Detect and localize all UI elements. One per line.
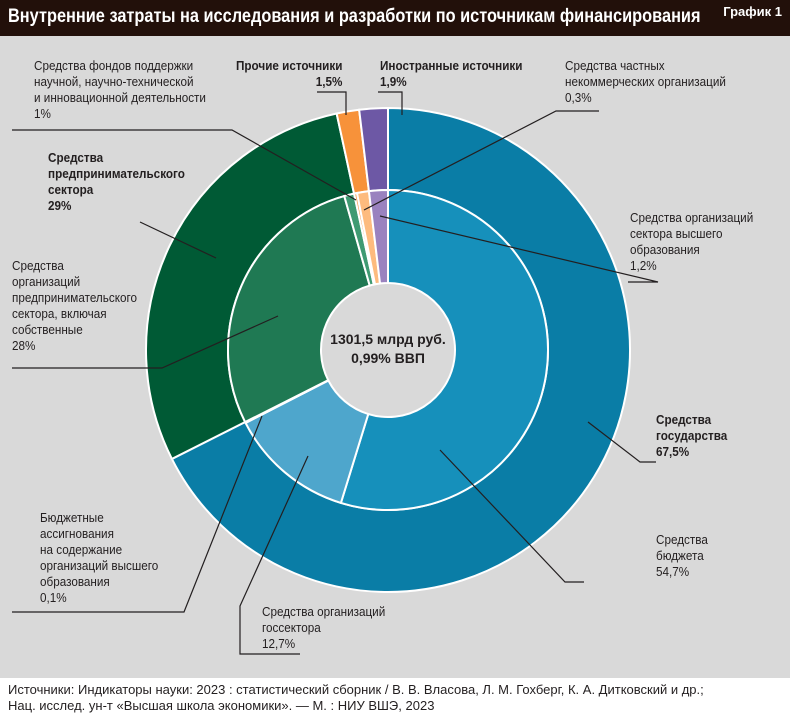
label-funds: Средства фондов поддержки научной, научн… xyxy=(34,58,206,121)
center-total: 1301,5 млрд руб. xyxy=(330,331,446,347)
label-higher-ed: Средства организаций сектора высшего обр… xyxy=(630,210,754,273)
label-business-own: Средства организаций предпринимательског… xyxy=(12,258,137,353)
center-gdp-share: 0,99% ВВП xyxy=(351,350,425,366)
label-business-sector: Средства предпринимательского сектора 29… xyxy=(48,150,185,213)
chart-title: Внутренние затраты на исследования и раз… xyxy=(8,6,701,27)
footer-sources: Источники: Индикаторы науки: 2023 : стат… xyxy=(0,678,790,720)
title-bar: Внутренние затраты на исследования и раз… xyxy=(0,0,790,36)
label-budget: Средства бюджета 54,7% xyxy=(656,532,708,579)
label-other-sources: Прочие источники 1,5% xyxy=(236,58,343,89)
label-foreign-sources: Иностранные источники 1,9% xyxy=(380,58,523,89)
inner-slice-1 xyxy=(244,379,370,505)
center-label: 1301,5 млрд руб. 0,99% ВВП xyxy=(318,330,458,368)
graph-number: График 1 xyxy=(723,4,782,19)
inner-slice-0 xyxy=(339,188,549,511)
label-gov-sector: Средства организаций госсектора 12,7% xyxy=(262,604,386,651)
inner-slice-3 xyxy=(227,194,371,424)
label-state: Средства государства 67,5% xyxy=(656,412,728,459)
label-nonprofit: Средства частных некоммерческих организа… xyxy=(565,58,726,105)
inner-slice-7 xyxy=(367,188,389,285)
label-appropriations: Бюджетные ассигнования на содержание орг… xyxy=(40,510,159,605)
leader-lines xyxy=(12,91,659,655)
